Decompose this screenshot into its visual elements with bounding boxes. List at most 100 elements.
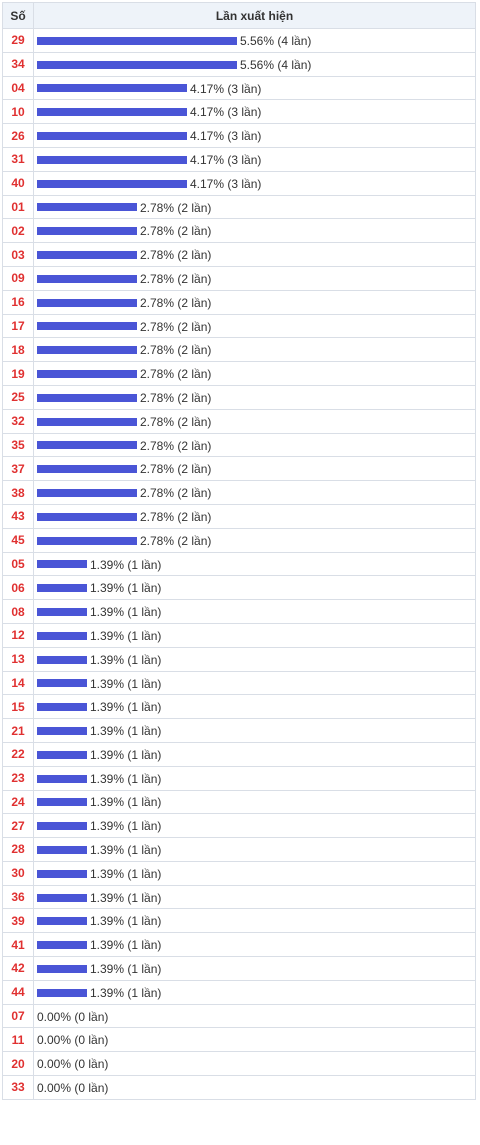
frequency-bar: [37, 84, 187, 93]
frequency-cell: 0.00% (0 lần): [33, 1003, 476, 1029]
frequency-cell: 1.39% (1 lần): [33, 670, 476, 696]
frequency-cell: 4.17% (3 lần): [33, 99, 476, 125]
table-row: 38 2.78% (2 lần): [2, 480, 476, 505]
table-row: 25 2.78% (2 lần): [2, 384, 476, 410]
table-row: 19 2.78% (2 lần): [2, 361, 476, 386]
frequency-bar: [37, 132, 187, 140]
frequency-cell: 4.17% (3 lần): [33, 123, 476, 148]
frequency-bar: [37, 369, 137, 378]
frequency-bar: [37, 893, 87, 902]
frequency-label: 2.78% (2 lần): [140, 366, 212, 381]
number-label: 24: [2, 789, 34, 815]
frequency-label: 1.39% (1 lần): [90, 581, 162, 596]
table-row: 29 5.56% (4 lần): [2, 28, 476, 53]
table-row: 36 1.39% (1 lần): [2, 884, 476, 910]
table-row: 21 1.39% (1 lần): [2, 718, 476, 743]
frequency-bar: [37, 346, 137, 355]
table-row: 26 4.17% (3 lần): [2, 123, 476, 148]
table-row: 13 1.39% (1 lần): [2, 646, 476, 672]
number-label: 12: [2, 622, 34, 648]
number-label: 36: [2, 884, 34, 910]
number-label: 19: [2, 361, 34, 386]
frequency-label: 2.78% (2 lần): [140, 224, 212, 239]
frequency-cell: 2.78% (2 lần): [33, 432, 476, 458]
frequency-label: 2.78% (2 lần): [140, 271, 212, 286]
table-row: 18 2.78% (2 lần): [2, 337, 476, 363]
frequency-bar: [37, 798, 87, 807]
table-row: 30 1.39% (1 lần): [2, 860, 476, 886]
frequency-bar: [37, 679, 87, 688]
number-label: 02: [2, 218, 34, 244]
table-row: 45 2.78% (2 lần): [2, 527, 476, 553]
frequency-bar: [37, 465, 137, 474]
frequency-label: 2.78% (2 lần): [140, 247, 212, 262]
number-label: 01: [2, 194, 34, 220]
frequency-label: 1.39% (1 lần): [90, 795, 162, 810]
frequency-label: 1.39% (1 lần): [90, 676, 162, 691]
table-row: 23 1.39% (1 lần): [2, 765, 476, 791]
frequency-cell: 2.78% (2 lần): [33, 218, 476, 244]
frequency-cell: 2.78% (2 lần): [33, 337, 476, 363]
table-row: 41 1.39% (1 lần): [2, 932, 476, 958]
frequency-cell: 2.78% (2 lần): [33, 265, 476, 291]
frequency-label: 4.17% (3 lần): [190, 129, 262, 143]
number-label: 17: [2, 313, 34, 339]
frequency-label: 1.39% (1 lần): [90, 604, 162, 619]
header-frequency: Lần xuất hiện: [33, 2, 476, 29]
table-row: 35 2.78% (2 lần): [2, 432, 476, 458]
frequency-bar: [37, 227, 137, 236]
table-row: 01 2.78% (2 lần): [2, 194, 476, 220]
frequency-cell: 2.78% (2 lần): [33, 527, 476, 553]
frequency-label: 2.78% (2 lần): [140, 533, 212, 548]
frequency-label: 5.56% (4 lần): [240, 57, 312, 72]
frequency-bar: [37, 108, 187, 117]
frequency-label: 2.78% (2 lần): [140, 485, 212, 500]
number-label: 45: [2, 527, 34, 553]
number-label: 28: [2, 837, 34, 862]
number-label: 07: [2, 1003, 34, 1029]
number-label: 37: [2, 456, 34, 482]
frequency-cell: 2.78% (2 lần): [33, 503, 476, 529]
frequency-cell: 4.17% (3 lần): [33, 146, 476, 172]
frequency-cell: 2.78% (2 lần): [33, 313, 476, 339]
number-label: 30: [2, 860, 34, 886]
number-label: 23: [2, 765, 34, 791]
table-row: 40 4.17% (3 lần): [2, 170, 476, 196]
table-row: 15 1.39% (1 lần): [2, 694, 476, 720]
frequency-cell: 1.39% (1 lần): [33, 860, 476, 886]
frequency-table: Số Lần xuất hiện 29 5.56% (4 lần) 34 5.56% …: [2, 2, 476, 1100]
number-label: 42: [2, 956, 34, 981]
frequency-label: 2.78% (2 lần): [140, 295, 212, 310]
frequency-cell: 1.39% (1 lần): [33, 932, 476, 958]
number-label: 22: [2, 741, 34, 767]
frequency-bar: [37, 584, 87, 593]
number-label: 04: [2, 75, 34, 101]
frequency-cell: 2.78% (2 lần): [33, 456, 476, 482]
frequency-bar: [37, 60, 237, 69]
frequency-label: 1.39% (1 lần): [90, 700, 162, 715]
frequency-label: 2.78% (2 lần): [140, 462, 212, 477]
frequency-cell: 1.39% (1 lần): [33, 789, 476, 815]
number-label: 43: [2, 503, 34, 529]
frequency-label: 2.78% (2 lần): [140, 319, 212, 334]
frequency-bar: [37, 560, 87, 569]
table-row: 33 0.00% (0 lần): [2, 1075, 476, 1100]
frequency-label: 1.39% (1 lần): [90, 747, 162, 762]
frequency-label: 1.39% (1 lần): [90, 652, 162, 667]
table-row: 08 1.39% (1 lần): [2, 599, 476, 624]
frequency-label: 1.39% (1 lần): [90, 914, 162, 929]
frequency-label: 1.39% (1 lần): [90, 628, 162, 643]
number-label: 40: [2, 170, 34, 196]
header-row: Số Lần xuất hiện: [2, 2, 476, 29]
frequency-cell: 2.78% (2 lần): [33, 361, 476, 386]
number-label: 32: [2, 408, 34, 434]
frequency-label: 2.78% (2 lần): [140, 390, 212, 405]
table-row: 22 1.39% (1 lần): [2, 741, 476, 767]
table-row: 44 1.39% (1 lần): [2, 979, 476, 1005]
number-label: 21: [2, 718, 34, 743]
table-row: 11 0.00% (0 lần): [2, 1027, 476, 1053]
number-label: 38: [2, 480, 34, 505]
frequency-cell: 1.39% (1 lần): [33, 741, 476, 767]
frequency-label: 0.00% (0 lần): [37, 1057, 109, 1072]
frequency-cell: 5.56% (4 lần): [33, 51, 476, 77]
